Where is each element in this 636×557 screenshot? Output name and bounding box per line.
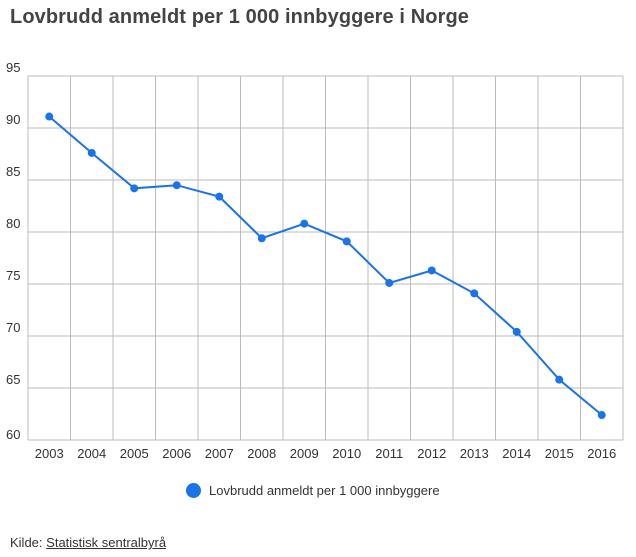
legend-marker (186, 483, 201, 498)
data-points (45, 112, 606, 420)
x-tick-label: 2004 (77, 446, 106, 461)
x-tick-label: 2014 (502, 446, 531, 461)
data-point (215, 192, 224, 201)
data-point (300, 219, 309, 228)
y-tick-label: 70 (6, 320, 20, 335)
data-point (257, 234, 266, 243)
legend-label: Lovbrudd anmeldt per 1 000 innbyggere (209, 483, 440, 498)
x-tick-label: 2005 (120, 446, 149, 461)
data-point (512, 327, 521, 336)
y-tick-label: 65 (6, 372, 20, 387)
data-point (555, 375, 564, 384)
y-tick-label: 60 (6, 427, 20, 442)
chart-title: Lovbrudd anmeldt per 1 000 innbyggere i … (10, 6, 470, 28)
data-point (342, 237, 351, 246)
source-link[interactable]: Statistisk sentralbyrå (46, 535, 167, 550)
x-tick-label: 2013 (460, 446, 489, 461)
data-point (45, 112, 54, 121)
data-point (385, 278, 394, 287)
x-tick-label: 2011 (375, 446, 403, 461)
x-tick-label: 2007 (205, 446, 234, 461)
x-tick-label: 2008 (247, 446, 276, 461)
y-tick-label: 80 (6, 216, 20, 231)
x-tick-label: 2003 (35, 446, 64, 461)
y-tick-label: 90 (6, 112, 20, 127)
x-tick-label: 2010 (332, 446, 361, 461)
legend: Lovbrudd anmeldt per 1 000 innbyggere (186, 483, 440, 498)
data-point (427, 266, 436, 275)
data-point (172, 181, 181, 190)
data-point (470, 289, 479, 298)
x-tick-label: 2016 (587, 446, 616, 461)
y-tick-label: 95 (6, 60, 20, 75)
y-tick-label: 75 (6, 268, 20, 283)
source-line: Kilde: Statistisk sentralbyrå (10, 535, 166, 550)
grid (27, 75, 624, 441)
source-label: Kilde: (10, 535, 43, 550)
data-point (130, 184, 139, 193)
x-tick-label: 2006 (162, 446, 191, 461)
data-point (87, 148, 96, 157)
x-tick-label: 2009 (290, 446, 319, 461)
y-tick-label: 85 (6, 164, 20, 179)
x-tick-label: 2015 (545, 446, 574, 461)
data-point (597, 411, 606, 420)
series-line (48, 115, 603, 416)
y-axis-labels: 60 65 70 75 80 85 90 95 (6, 60, 20, 442)
x-axis-labels: 2003 2004 2005 2006 2007 2008 2009 2010 2011 2012… (35, 446, 616, 461)
x-tick-label: 2012 (417, 446, 446, 461)
